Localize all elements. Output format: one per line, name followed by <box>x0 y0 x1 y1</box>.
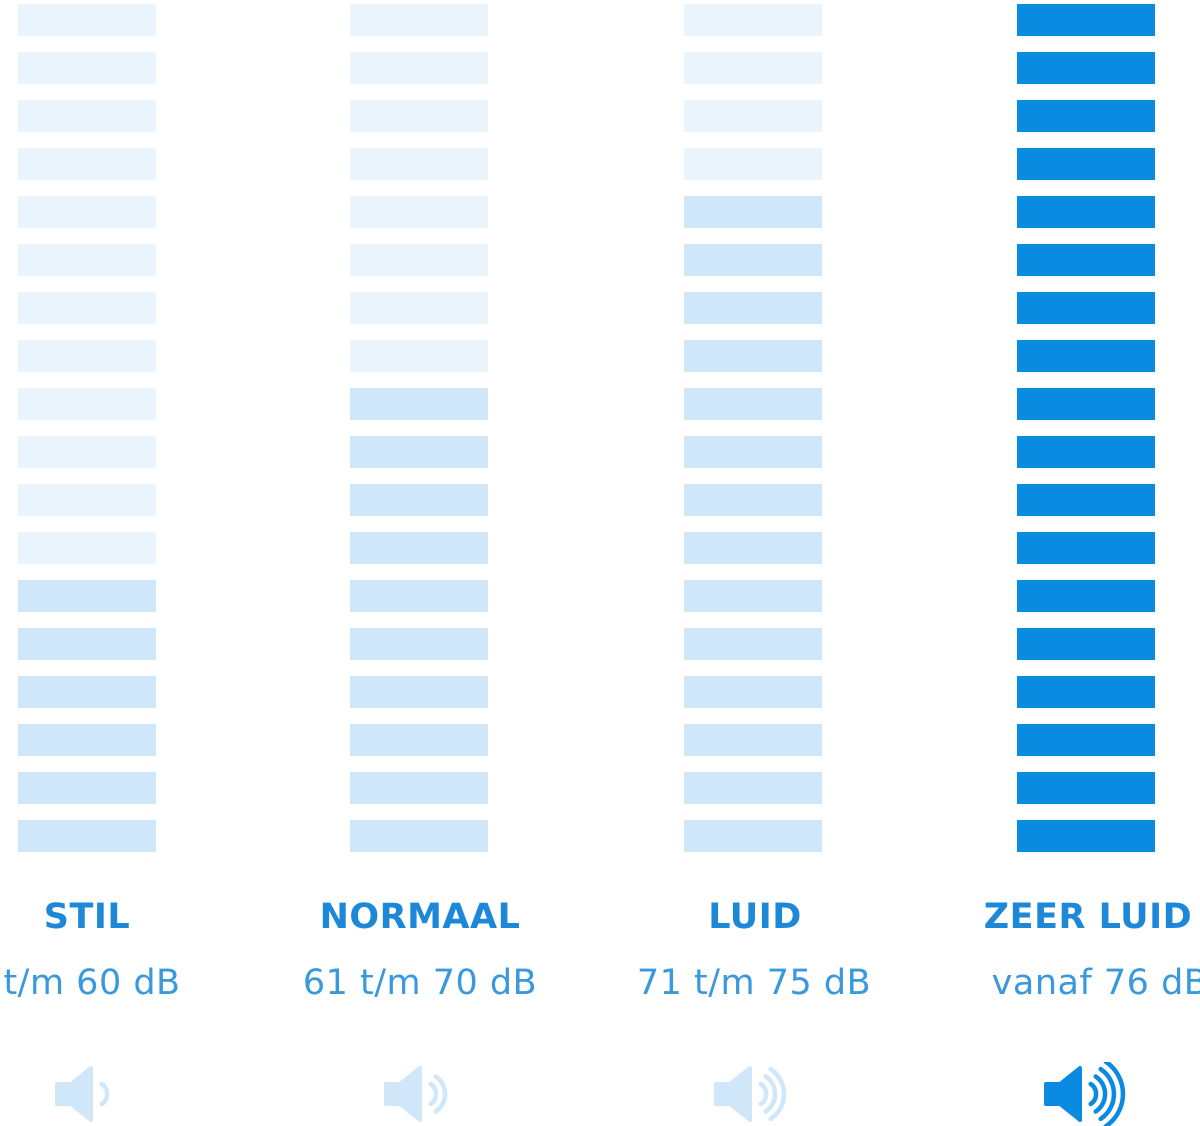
meter-bar <box>1017 52 1155 84</box>
meter-bar <box>18 676 156 708</box>
meter-bar <box>18 148 156 180</box>
meter-bar <box>18 724 156 756</box>
meter-bar <box>350 532 488 564</box>
meter-bar <box>350 820 488 852</box>
meter-bar <box>684 244 822 276</box>
meter-bar <box>684 724 822 756</box>
level-title-stil: STIL <box>43 897 131 937</box>
meter-bar <box>684 388 822 420</box>
meter-bar <box>684 196 822 228</box>
meter-bar <box>684 580 822 612</box>
meter-bar <box>350 340 488 372</box>
meter-bar <box>684 628 822 660</box>
meter-bar <box>350 628 488 660</box>
meter-bar <box>350 724 488 756</box>
meter-bar <box>18 484 156 516</box>
level-range-luid: 71 t/m 75 dB <box>636 963 872 1003</box>
level-title-luid: LUID <box>708 897 802 937</box>
meter-bar <box>684 436 822 468</box>
meter-bar <box>684 772 822 804</box>
meter-bar <box>350 772 488 804</box>
meter-bar <box>18 4 156 36</box>
meter-bar <box>1017 580 1155 612</box>
meter-bar <box>684 676 822 708</box>
meter-bar <box>18 628 156 660</box>
meter-bar <box>684 484 822 516</box>
meter-bar <box>1017 100 1155 132</box>
meter-bar <box>684 52 822 84</box>
meter-bar <box>1017 436 1155 468</box>
meter-bar <box>350 196 488 228</box>
meter-bar <box>18 244 156 276</box>
level-range-normaal: 61 t/m 70 dB <box>302 963 538 1003</box>
meter-bar <box>684 100 822 132</box>
meter-bar <box>1017 196 1155 228</box>
meter-bar <box>684 148 822 180</box>
meter-bar <box>18 52 156 84</box>
meter-bar <box>1017 772 1155 804</box>
meter-bar <box>684 820 822 852</box>
meter-bar <box>684 532 822 564</box>
meter-bar <box>350 100 488 132</box>
level-range-zeer-luid: vanaf 76 dB <box>991 963 1200 1003</box>
meter-bar <box>18 388 156 420</box>
meter-bar <box>1017 628 1155 660</box>
meter-bar <box>350 148 488 180</box>
meter-bar <box>350 484 488 516</box>
meter-bar <box>1017 148 1155 180</box>
meter-bar <box>1017 724 1155 756</box>
meter-bar <box>1017 388 1155 420</box>
meter-bar <box>18 580 156 612</box>
meter-bar <box>18 196 156 228</box>
meter-bar <box>684 340 822 372</box>
meter-bar <box>1017 484 1155 516</box>
meter-bar <box>684 292 822 324</box>
meter-bar <box>1017 292 1155 324</box>
meter-bar <box>350 580 488 612</box>
meter-bar <box>1017 820 1155 852</box>
level-range-stil: t/m 60 dB <box>3 963 181 1003</box>
speaker-medium-icon <box>380 1062 500 1126</box>
level-title-normaal: NORMAAL <box>319 897 521 937</box>
meter-bar <box>350 676 488 708</box>
meter-bar <box>684 4 822 36</box>
meter-bar <box>18 292 156 324</box>
meter-bar <box>1017 532 1155 564</box>
meter-bar <box>18 532 156 564</box>
meter-bar <box>1017 244 1155 276</box>
meter-bar <box>350 244 488 276</box>
speaker-low-icon <box>51 1062 171 1126</box>
speaker-max-icon <box>1040 1062 1160 1126</box>
meter-bar <box>350 4 488 36</box>
level-title-zeer-luid: ZEER LUID <box>983 897 1193 937</box>
meter-bar <box>1017 4 1155 36</box>
meter-bar <box>1017 340 1155 372</box>
meter-bar <box>18 772 156 804</box>
meter-bar <box>350 52 488 84</box>
meter-bar <box>350 436 488 468</box>
meter-bar <box>18 100 156 132</box>
meter-bar <box>18 340 156 372</box>
meter-bar <box>350 292 488 324</box>
meter-bar <box>18 820 156 852</box>
meter-bar <box>18 436 156 468</box>
speaker-high-icon <box>710 1062 830 1126</box>
meter-bar <box>350 388 488 420</box>
meter-bar <box>1017 676 1155 708</box>
